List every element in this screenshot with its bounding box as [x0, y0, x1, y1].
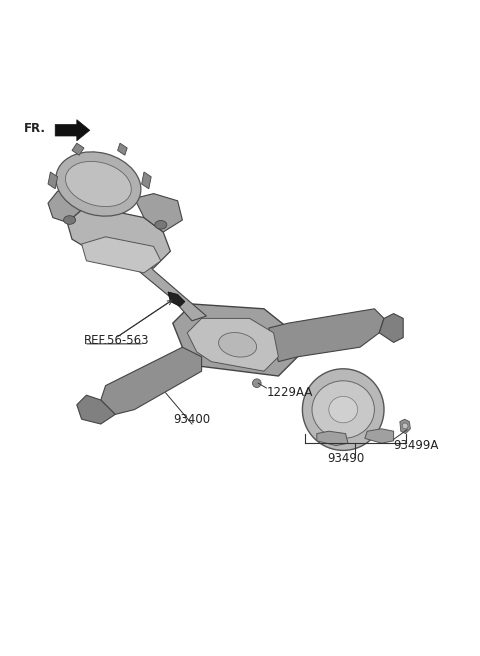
Text: 1229AA: 1229AA [266, 386, 313, 400]
Polygon shape [317, 431, 348, 445]
Ellipse shape [65, 161, 132, 207]
Ellipse shape [155, 220, 167, 229]
Ellipse shape [329, 396, 358, 423]
Text: 93499A: 93499A [394, 439, 439, 452]
Text: FR.: FR. [24, 122, 46, 135]
Ellipse shape [252, 379, 261, 388]
Polygon shape [134, 194, 182, 232]
Ellipse shape [56, 152, 141, 216]
Polygon shape [400, 419, 410, 434]
Polygon shape [187, 318, 278, 371]
Ellipse shape [218, 333, 257, 357]
Ellipse shape [63, 216, 75, 224]
Polygon shape [48, 189, 86, 222]
Polygon shape [101, 347, 202, 415]
Polygon shape [168, 292, 185, 306]
Polygon shape [72, 143, 84, 155]
Polygon shape [67, 205, 170, 268]
Polygon shape [77, 395, 115, 424]
Polygon shape [142, 172, 151, 189]
Polygon shape [269, 309, 384, 361]
Text: 93400: 93400 [173, 413, 211, 426]
Ellipse shape [402, 423, 408, 429]
Text: 93490: 93490 [327, 452, 364, 465]
Polygon shape [173, 304, 298, 376]
Ellipse shape [302, 369, 384, 451]
Ellipse shape [312, 380, 374, 438]
Polygon shape [55, 119, 90, 141]
Polygon shape [365, 429, 394, 443]
Polygon shape [118, 143, 127, 155]
Polygon shape [379, 314, 403, 342]
Polygon shape [118, 241, 206, 321]
Polygon shape [48, 172, 58, 189]
Polygon shape [82, 237, 161, 273]
Text: REF.56-563: REF.56-563 [84, 333, 149, 346]
